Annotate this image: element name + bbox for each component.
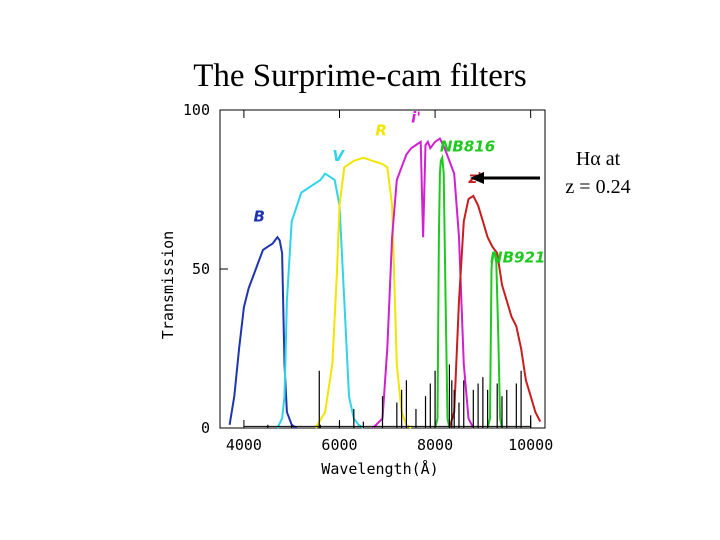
curve-label-nb816-4: NB816	[440, 137, 495, 155]
curve-label-v-1: V	[332, 147, 345, 165]
annotation-arrow	[470, 172, 540, 184]
x-tick-label-2: 8000	[417, 436, 453, 454]
page-title: The Surprime-cam filters	[193, 58, 527, 94]
curve-label-r-2: R	[375, 121, 387, 139]
x-tick-label-1: 6000	[321, 436, 357, 454]
y-axis-label: Transmission	[159, 231, 177, 339]
filter-curves	[228, 137, 542, 429]
curve-v-1	[276, 172, 364, 429]
annotation-line-1: Hα at	[575, 148, 621, 170]
annotation-line-2: z = 0.24	[565, 176, 631, 198]
sky-spectrum	[243, 364, 532, 428]
x-tick-label-3: 10000	[508, 436, 553, 454]
curve-label-i-3: i'	[411, 109, 421, 127]
h-alpha-annotation: Hα at z = 0.24	[548, 145, 648, 201]
curve-nb921-6	[486, 252, 503, 429]
curve-i-3	[372, 137, 475, 429]
curve-z-5	[448, 194, 542, 429]
curve-label-nb921-6: NB921	[490, 249, 545, 267]
y-tick-label-1: 50	[192, 260, 210, 278]
curve-nb816-4	[434, 153, 451, 429]
curve-r-2	[314, 156, 412, 429]
axis-ticks: 4000 6000 8000 10000 0 50 100	[183, 101, 553, 454]
y-tick-label-2: 100	[183, 101, 210, 119]
y-tick-label-0: 0	[201, 419, 210, 437]
x-tick-label-0: 4000	[226, 436, 262, 454]
x-axis-label: Wavelength(Å)	[321, 459, 438, 478]
curve-label-b-0: B	[253, 207, 264, 225]
